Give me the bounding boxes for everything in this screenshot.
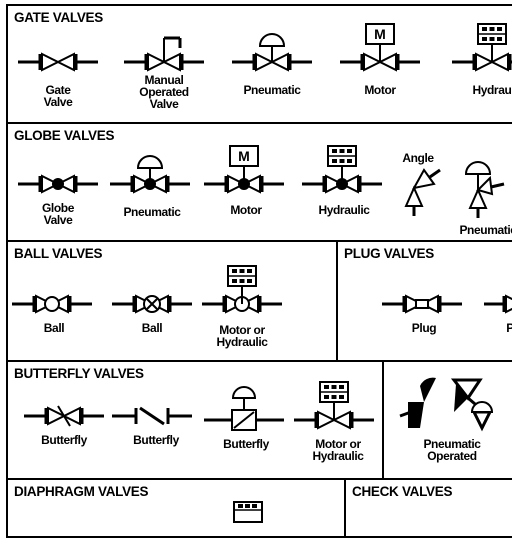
plug-valve-alt-icon xyxy=(484,294,512,314)
pneumatic-label: Pneumatic xyxy=(123,205,181,219)
motor-hydraulic-ball-valve-icon xyxy=(200,265,284,314)
pneumatic-operated-label: Pneumatic Operated xyxy=(423,437,481,463)
globe-valves-section: GLOBE VALVES Globe Valve Pneumatic Motor… xyxy=(6,122,512,242)
butterfly-valve-icon xyxy=(22,405,106,427)
butterfly-valves-section: BUTTERFLY VALVES Butterfly Butterfly But… xyxy=(6,360,384,480)
hydraulic-label: Hydraulic xyxy=(318,203,370,217)
plug-label-partial: P xyxy=(506,322,512,334)
gate-valves-section: GATE VALVES Gate Valve Manual Operated V… xyxy=(6,4,512,124)
pneumatic-angle-valve-icon xyxy=(465,161,505,218)
motor-label: Motor xyxy=(364,83,396,97)
diaphragm-valves-section: DIAPHRAGM VALVES xyxy=(6,478,346,538)
hydraulic-label: Hydraulic xyxy=(472,83,512,97)
ball-valve-icon xyxy=(10,294,94,314)
check-valves-section: CHECK VALVES xyxy=(344,478,512,538)
angle-valve-icon xyxy=(404,168,441,216)
section-title: GATE VALVES xyxy=(14,10,103,25)
pneumatic-operated-valve-icon xyxy=(399,377,494,432)
motor-globe-valve-icon xyxy=(202,145,286,194)
angle-label: Angle xyxy=(402,151,434,165)
hydraulic-gate-valve-icon xyxy=(450,23,512,72)
pneumatic-gate-valve-icon xyxy=(230,33,314,72)
ball-label: Ball xyxy=(141,321,163,335)
section-title: DIAPHRAGM VALVES xyxy=(14,484,149,499)
ball-valve-alt-icon xyxy=(110,294,194,314)
plug-valves-section: PLUG VALVES Plug P xyxy=(336,240,512,362)
pneumatic-label: Pneumatic xyxy=(459,223,512,237)
plug-label: Plug xyxy=(411,321,437,335)
manual-operated-valve-label: Manual Operated Valve xyxy=(139,73,189,111)
butterfly-label: Butterfly xyxy=(41,433,87,447)
manual-operated-valve-icon xyxy=(122,36,206,72)
motor-or-hydraulic-label: Motor or Hydraulic xyxy=(312,437,364,463)
butterfly-valve-alt-icon xyxy=(112,406,192,426)
ball-valves-section: BALL VALVES Ball Ball Motor or Hydraulic xyxy=(6,240,338,362)
motor-gate-valve-icon xyxy=(338,23,422,72)
ball-label: Ball xyxy=(43,321,65,335)
section-title: BUTTERFLY VALVES xyxy=(14,366,144,381)
pneumatic-operated-section: Pneumatic Operated xyxy=(382,360,512,480)
hydraulic-diaphragm-icon xyxy=(233,501,263,523)
section-title: GLOBE VALVES xyxy=(14,128,115,143)
pneumatic-butterfly-valve-icon xyxy=(204,386,284,431)
globe-valve-label: Globe Valve xyxy=(41,201,75,227)
section-title: BALL VALVES xyxy=(14,246,103,261)
butterfly-label: Butterfly xyxy=(223,437,269,451)
pneumatic-globe-valve-icon xyxy=(108,155,192,194)
plug-valve-icon xyxy=(380,294,464,314)
butterfly-label: Butterfly xyxy=(133,433,179,447)
motor-label: Motor xyxy=(230,203,262,217)
gate-valve-label: Gate Valve xyxy=(43,83,73,109)
motor-or-hydraulic-label: Motor or Hydraulic xyxy=(216,323,268,349)
hydraulic-globe-valve-icon xyxy=(300,145,384,194)
globe-valve-icon xyxy=(16,174,100,194)
motor-hydraulic-butterfly-valve-icon xyxy=(292,381,376,430)
section-title: CHECK VALVES xyxy=(352,484,453,499)
section-title: PLUG VALVES xyxy=(344,246,434,261)
pneumatic-label: Pneumatic xyxy=(243,83,301,97)
